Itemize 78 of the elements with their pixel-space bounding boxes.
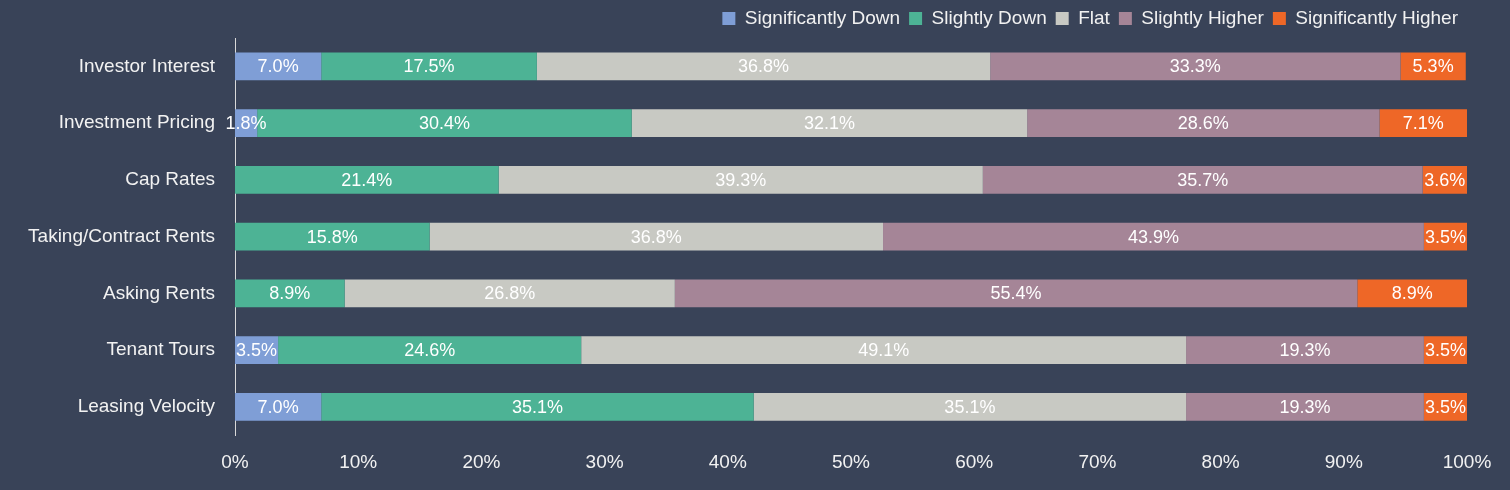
y-tick-label: Investment Pricing	[58, 111, 215, 133]
data-label: 35.1%	[944, 396, 996, 417]
data-label: 33.3%	[1169, 56, 1221, 77]
data-label: 7.0%	[257, 396, 299, 417]
data-label: 43.9%	[1127, 226, 1179, 247]
bar	[674, 279, 1358, 308]
bar	[235, 279, 345, 308]
x-tick-label: 40%	[708, 450, 747, 472]
bar	[278, 336, 582, 364]
bar	[235, 222, 430, 251]
x-tick-label: 50%	[831, 450, 871, 472]
data-label: 7.0%	[257, 56, 299, 77]
y-tick-label: Cap Rates	[125, 168, 215, 190]
data-label: 30.4%	[418, 113, 470, 134]
bar	[498, 165, 983, 194]
bar	[1186, 336, 1424, 364]
data-label: 7.1%	[1402, 113, 1444, 134]
y-tick-label: Asking Rents	[103, 281, 215, 303]
data-label: 36.8%	[630, 226, 682, 247]
y-tick-label: Tenant Tours	[106, 338, 215, 360]
legend-label: Significantly Down	[744, 6, 901, 28]
data-label: 26.8%	[484, 283, 536, 304]
bar	[631, 109, 1028, 138]
data-label: 49.1%	[858, 340, 910, 361]
bar	[235, 52, 322, 81]
y-tick-label: Taking/Contract Rents	[28, 224, 215, 246]
data-label: 15.8%	[306, 226, 358, 247]
data-label: 24.6%	[404, 340, 456, 361]
bar	[1379, 109, 1467, 138]
data-label: 35.1%	[511, 396, 563, 417]
data-label: 3.6%	[1424, 169, 1466, 190]
bar	[982, 165, 1423, 194]
data-label: 19.3%	[1279, 396, 1331, 417]
x-tick-label: 100%	[1442, 450, 1492, 472]
data-label: 3.5%	[1424, 396, 1466, 417]
bar	[536, 52, 991, 81]
bar	[1186, 392, 1424, 421]
data-label: 35.7%	[1177, 169, 1229, 190]
data-label: 28.6%	[1177, 113, 1229, 134]
x-tick-label: 0%	[221, 450, 249, 472]
legend-label: Flat	[1078, 6, 1111, 28]
x-tick-label: 30%	[585, 450, 624, 472]
data-label: 39.3%	[715, 169, 767, 190]
bar	[1027, 109, 1380, 138]
bar	[321, 52, 537, 81]
x-tick-label: 60%	[955, 450, 994, 472]
bar	[235, 392, 322, 421]
data-label: 8.9%	[269, 283, 311, 304]
bar	[990, 52, 1401, 81]
data-label: 32.1%	[803, 113, 855, 134]
x-tick-label: 80%	[1201, 450, 1240, 472]
x-tick-label: 90%	[1324, 450, 1363, 472]
data-label: 17.5%	[403, 56, 455, 77]
bar	[581, 336, 1187, 364]
legend-label: Significantly Higher	[1295, 6, 1459, 28]
y-tick-label: Investor Interest	[78, 54, 216, 76]
legend-label: Slightly Higher	[1141, 6, 1265, 28]
data-label: 3.5%	[1424, 226, 1466, 247]
data-label: 21.4%	[341, 169, 393, 190]
data-label: 36.8%	[738, 56, 790, 77]
y-tick-label: Leasing Velocity	[77, 395, 216, 417]
legend-label: Slightly Down	[931, 6, 1047, 28]
x-tick-label: 20%	[462, 450, 501, 472]
data-label: 55.4%	[990, 283, 1042, 304]
bar	[883, 222, 1424, 251]
data-label: 3.5%	[1424, 340, 1466, 361]
bar	[429, 222, 884, 251]
x-tick-label: 10%	[339, 450, 378, 472]
data-label: 5.3%	[1412, 56, 1454, 77]
bar	[344, 279, 675, 308]
data-label: 3.5%	[236, 340, 278, 361]
bar	[753, 392, 1187, 421]
bar	[321, 392, 754, 421]
data-label: 19.3%	[1279, 340, 1331, 361]
bar	[235, 165, 499, 194]
data-label: 8.9%	[1391, 283, 1433, 304]
x-tick-label: 70%	[1078, 450, 1117, 472]
bar	[1357, 279, 1467, 308]
